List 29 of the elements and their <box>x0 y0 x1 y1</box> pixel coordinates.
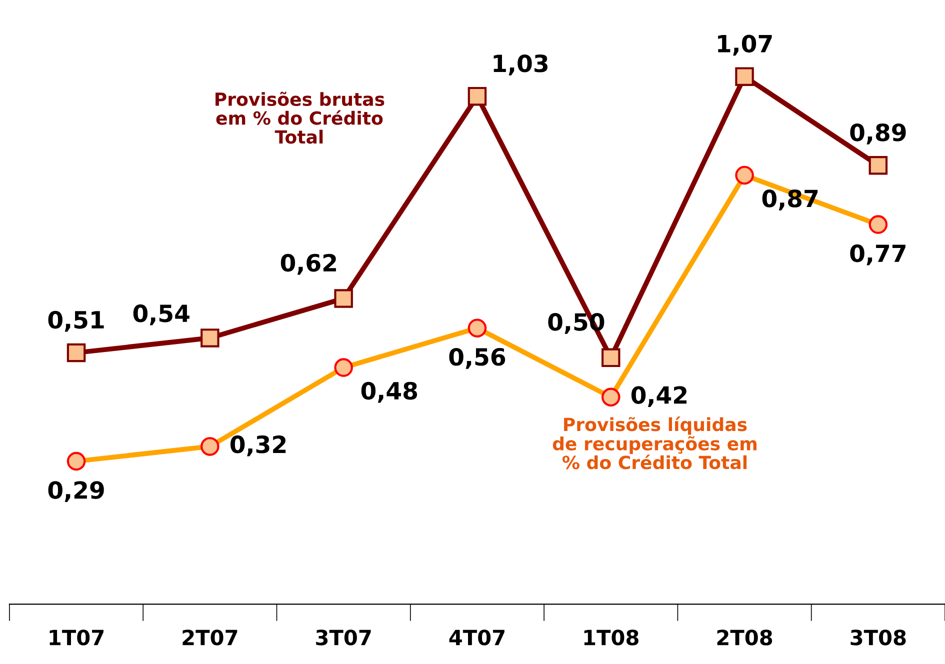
x-tick-label: 3T07 <box>316 630 371 646</box>
point <box>468 86 487 106</box>
text: Provisões líquidas de recuperações em % do Crédito Total <box>552 416 756 470</box>
point <box>334 289 353 308</box>
point <box>601 348 620 368</box>
point <box>868 156 888 175</box>
data-label: 0,54 <box>133 304 190 326</box>
data-label: 0,89 <box>850 123 906 144</box>
data-label: 0,77 <box>850 244 906 266</box>
data-label: 1,03 <box>494 54 548 76</box>
data-label: 0,62 <box>280 254 336 275</box>
data-label: 0,42 <box>631 386 687 407</box>
data-label: 0,51 <box>48 310 104 332</box>
data-label: 0,32 <box>230 435 286 456</box>
x-tick-label: 3T08 <box>850 630 906 646</box>
x-tick-label: 1T08 <box>584 630 638 646</box>
data-label: 0,56 <box>449 348 506 369</box>
x-tick-label: 4T07 <box>449 630 504 646</box>
text: Provisões brutas em % do Crédito Total <box>216 92 384 144</box>
data-label: 1,07 <box>718 34 772 56</box>
data-label: 0,48 <box>361 382 418 403</box>
point <box>735 67 754 86</box>
x-tick-label: 1T07 <box>50 630 104 646</box>
point <box>200 328 220 348</box>
data-label: 0,29 <box>48 481 104 502</box>
point <box>66 343 86 362</box>
x-tick-label: 2T07 <box>182 630 238 646</box>
x-tick-label: 2T08 <box>717 630 772 646</box>
data-label: 0,87 <box>762 190 818 210</box>
